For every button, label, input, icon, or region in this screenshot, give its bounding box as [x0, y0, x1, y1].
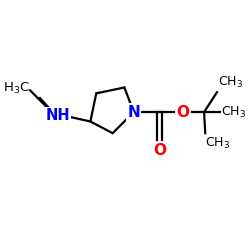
Text: CH$_3$: CH$_3$	[205, 136, 231, 151]
Text: O: O	[153, 142, 166, 158]
Text: O: O	[176, 104, 190, 120]
Text: CH$_3$: CH$_3$	[221, 104, 246, 120]
Text: H$_3$C: H$_3$C	[2, 81, 30, 96]
Text: NH: NH	[45, 108, 70, 123]
Text: N: N	[128, 104, 140, 120]
Text: CH$_3$: CH$_3$	[218, 75, 243, 90]
